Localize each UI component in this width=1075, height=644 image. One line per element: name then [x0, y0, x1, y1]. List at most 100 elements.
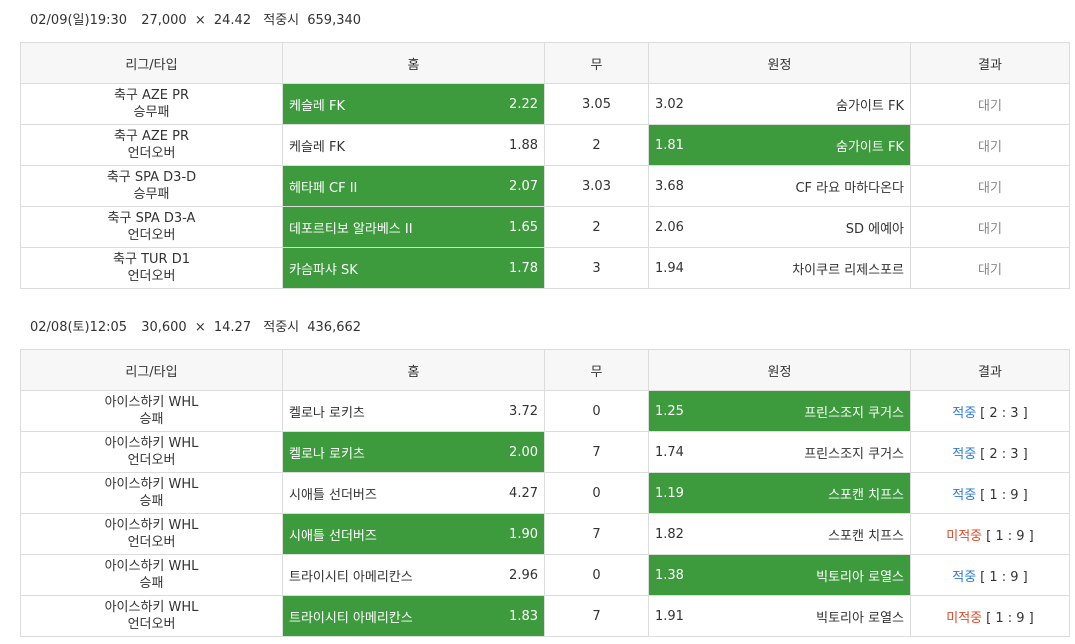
home-team-name: 데포르티보 알라베스 II	[289, 221, 413, 237]
home-team-name: 시애틀 선더버즈	[289, 528, 377, 544]
away-team-name: 프린스조지 쿠거스	[804, 405, 904, 421]
draw-cell[interactable]: 7	[544, 513, 649, 555]
league-cell: 아이스하키 WHL 언더오버	[20, 513, 283, 555]
draw-cell[interactable]: 7	[544, 431, 649, 473]
away-team-cell[interactable]: 1.82 스포캔 치프스	[648, 513, 911, 555]
away-team-cell[interactable]: 1.74 프린스조지 쿠거스	[648, 431, 911, 473]
table-row: 아이스하키 WHL 언더오버 트라이시티 아메리칸스 1.83 7 1.91 빅토리아 로열…	[20, 595, 1070, 637]
away-odds: 3.02	[655, 96, 684, 112]
table-row: 아이스하키 WHL 승패 켈로나 로키츠 3.72 0 1.25 프린스조지 쿠거스 적중[ …	[20, 390, 1070, 432]
bet-type: 승패	[139, 576, 164, 591]
result-status: 미적중	[946, 528, 983, 544]
draw-cell[interactable]: 3	[544, 247, 649, 289]
away-team-cell[interactable]: 1.38 빅토리아 로열스	[648, 554, 911, 596]
slip-payout-label: 적중시	[263, 320, 300, 335]
col-result-header: 결과	[910, 42, 1070, 84]
away-odds: 1.82	[655, 526, 684, 542]
home-team-cell[interactable]: 헤타페 CF II 2.07	[282, 165, 545, 207]
away-team-inner: 3.02 숨가이트 FK	[649, 84, 910, 124]
bet-type: 승무패	[133, 187, 170, 202]
result-cell: 대기	[910, 124, 1070, 166]
draw-cell[interactable]: 3.05	[544, 83, 649, 125]
away-team-cell[interactable]: 1.19 스포캔 치프스	[648, 472, 911, 514]
league-cell: 아이스하키 WHL 언더오버	[20, 431, 283, 473]
home-team-name: 헤타페 CF II	[289, 180, 358, 196]
home-team-inner: 카슴파샤 SK 1.78	[283, 248, 544, 288]
table-row: 축구 AZE PR 언더오버 케슬레 FK 1.88 2 1.81 숨가이트 FK 대기	[20, 124, 1070, 166]
league-name: 축구 TUR D1	[113, 252, 190, 267]
result-cell: 대기	[910, 206, 1070, 248]
result-score: [ 2 : 3 ]	[980, 446, 1028, 462]
slip-stake: 30,600	[141, 320, 187, 335]
slip-header: 02/08(토)12:05 30,600 × 14.27 적중시 436,662	[0, 317, 1075, 339]
home-odds: 4.27	[509, 485, 538, 501]
col-result-header: 결과	[910, 349, 1070, 391]
home-team-name: 트라이시티 아메리칸스	[289, 569, 413, 585]
table-header-row: 리그/타입 홈 무 원정 결과	[20, 42, 1070, 84]
draw-cell[interactable]: 0	[544, 390, 649, 432]
home-team-cell[interactable]: 시애틀 선더버즈 4.27	[282, 472, 545, 514]
away-team-inner: 1.94 차이쿠르 리제스포르	[649, 248, 910, 288]
table-row: 축구 SPA D3-D 승무패 헤타페 CF II 2.07 3.03 3.68 CF 라요…	[20, 165, 1070, 207]
away-team-cell[interactable]: 3.02 숨가이트 FK	[648, 83, 911, 125]
result-cell: 미적중[ 1 : 9 ]	[910, 595, 1070, 637]
away-team-cell[interactable]: 1.94 차이쿠르 리제스포르	[648, 247, 911, 289]
away-odds: 1.91	[655, 608, 684, 624]
home-team-cell[interactable]: 켈로나 로키츠 3.72	[282, 390, 545, 432]
home-team-cell[interactable]: 켈로나 로키츠 2.00	[282, 431, 545, 473]
home-team-cell[interactable]: 트라이시티 아메리칸스 1.83	[282, 595, 545, 637]
result-score: [ 1 : 9 ]	[986, 610, 1034, 626]
home-team-cell[interactable]: 케슬레 FK 2.22	[282, 83, 545, 125]
home-odds: 1.78	[509, 260, 538, 276]
result-score: [ 2 : 3 ]	[980, 405, 1028, 421]
home-team-inner: 데포르티보 알라베스 II 1.65	[283, 207, 544, 247]
result-cell: 적중[ 1 : 9 ]	[910, 472, 1070, 514]
league-name: 아이스하키 WHL	[104, 436, 199, 451]
league-cell: 축구 SPA D3-D 승무패	[20, 165, 283, 207]
league-name: 축구 SPA D3-D	[106, 170, 197, 185]
slip-header: 02/09(일)19:30 27,000 × 24.42 적중시 659,340	[0, 10, 1075, 32]
home-odds: 2.07	[509, 178, 538, 194]
home-team-inner: 켈로나 로키츠 3.72	[283, 391, 544, 431]
col-draw-header: 무	[544, 349, 649, 391]
draw-cell[interactable]: 2	[544, 206, 649, 248]
home-odds: 1.83	[509, 608, 538, 624]
draw-cell[interactable]: 3.03	[544, 165, 649, 207]
away-team-cell[interactable]: 3.68 CF 라요 마하다온다	[648, 165, 911, 207]
home-team-name: 시애틀 선더버즈	[289, 487, 377, 503]
league-cell: 축구 TUR D1 언더오버	[20, 247, 283, 289]
bet-type: 승패	[139, 412, 164, 427]
away-odds: 1.74	[655, 444, 684, 460]
away-team-cell[interactable]: 1.81 숨가이트 FK	[648, 124, 911, 166]
draw-cell[interactable]: 0	[544, 472, 649, 514]
away-odds: 2.06	[655, 219, 684, 235]
away-team-cell[interactable]: 1.91 빅토리아 로열스	[648, 595, 911, 637]
table-header-row: 리그/타입 홈 무 원정 결과	[20, 349, 1070, 391]
away-team-cell[interactable]: 1.25 프린스조지 쿠거스	[648, 390, 911, 432]
home-odds: 2.96	[509, 567, 538, 583]
result-status: 대기	[978, 180, 1002, 196]
away-odds: 1.25	[655, 403, 684, 419]
home-team-cell[interactable]: 케슬레 FK 1.88	[282, 124, 545, 166]
home-team-name: 켈로나 로키츠	[289, 446, 365, 462]
draw-cell[interactable]: 7	[544, 595, 649, 637]
away-team-inner: 1.91 빅토리아 로열스	[649, 596, 910, 636]
away-team-cell[interactable]: 2.06 SD 에예아	[648, 206, 911, 248]
league-cell: 아이스하키 WHL 언더오버	[20, 595, 283, 637]
draw-cell[interactable]: 0	[544, 554, 649, 596]
slip-stake: 27,000	[141, 13, 187, 28]
result-score: [ 1 : 9 ]	[980, 487, 1028, 503]
result-status: 적중	[952, 569, 977, 585]
home-team-cell[interactable]: 카슴파샤 SK 1.78	[282, 247, 545, 289]
home-team-cell[interactable]: 시애틀 선더버즈 1.90	[282, 513, 545, 555]
league-name: 아이스하키 WHL	[104, 518, 199, 533]
home-team-name: 케슬레 FK	[289, 139, 346, 155]
draw-cell[interactable]: 2	[544, 124, 649, 166]
home-team-cell[interactable]: 데포르티보 알라베스 II 1.65	[282, 206, 545, 248]
table-row: 아이스하키 WHL 언더오버 시애틀 선더버즈 1.90 7 1.82 스포캔 치프스 미적중…	[20, 513, 1070, 555]
home-team-inner: 트라이시티 아메리칸스 2.96	[283, 555, 544, 595]
result-status: 적중	[952, 446, 977, 462]
league-cell: 축구 AZE PR 언더오버	[20, 124, 283, 166]
league-cell: 축구 AZE PR 승무패	[20, 83, 283, 125]
home-team-cell[interactable]: 트라이시티 아메리칸스 2.96	[282, 554, 545, 596]
